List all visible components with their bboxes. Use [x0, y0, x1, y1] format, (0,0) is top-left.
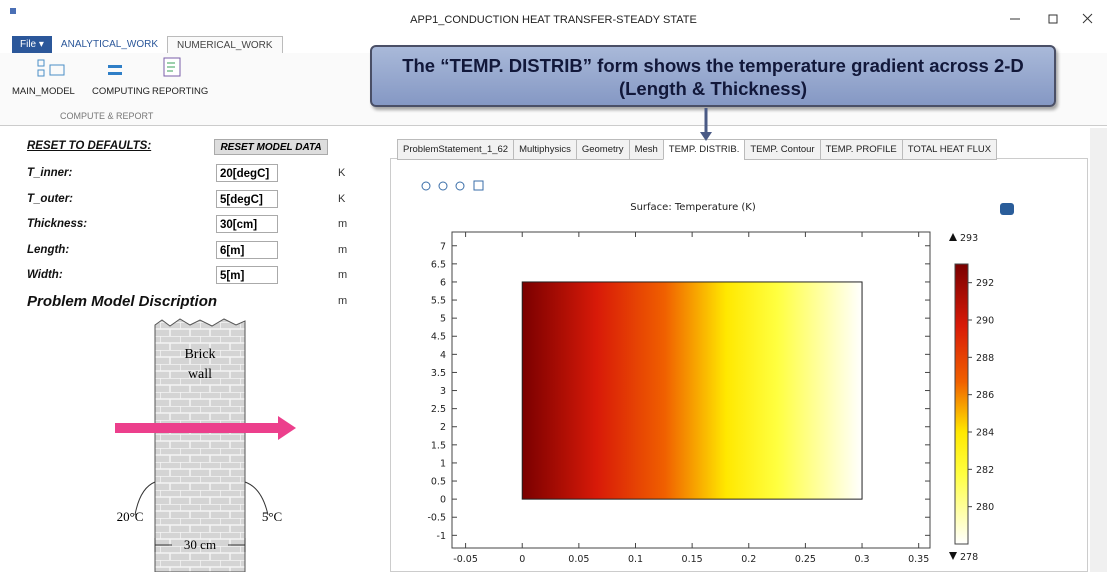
field-unit: m	[338, 269, 348, 281]
ribbon-button[interactable]: MAIN_MODEL	[12, 86, 75, 97]
y-tick-label: -0.5	[427, 513, 446, 524]
y-tick-label: 0.5	[431, 477, 446, 488]
field-input[interactable]: 30[cm]	[216, 215, 278, 233]
ribbon-tab[interactable]: File ▾	[12, 36, 52, 53]
min-marker	[949, 552, 957, 560]
image-button[interactable]	[1000, 203, 1014, 215]
callout: The “TEMP. DISTRIB” form shows the tempe…	[370, 45, 1056, 107]
form-tab[interactable]: TOTAL HEAT FLUX	[901, 139, 998, 160]
ribbon-tab[interactable]: NUMERICAL_WORK	[166, 36, 283, 53]
x-tick-label: 0.1	[628, 554, 643, 565]
ribbon-button[interactable]: COMPUTING	[92, 86, 151, 97]
field-input[interactable]: 5[degC]	[216, 189, 278, 208]
y-tick-label: 0	[440, 495, 446, 506]
x-tick-label: -0.05	[453, 554, 478, 565]
colorbar-tick-label: 290	[976, 316, 994, 327]
x-tick-label: 0.15	[682, 554, 703, 565]
y-tick-label: 4.5	[431, 332, 446, 343]
colorbar-tick-label: 284	[976, 428, 994, 439]
ribbon-group-label: COMPUTE & REPORT	[60, 111, 154, 121]
reporting-icon[interactable]	[163, 57, 181, 77]
colorbar-tick-label: 282	[976, 465, 994, 476]
field-unit: K	[338, 167, 346, 179]
x-tick-label: 0.2	[741, 554, 756, 565]
x-tick-label: 0.3	[854, 554, 869, 565]
form-tab[interactable]: TEMP. PROFILE	[819, 139, 902, 160]
field-unit: m	[338, 218, 348, 230]
y-tick-label: 5.5	[431, 296, 446, 307]
form-tab[interactable]: TEMP. Contour	[744, 139, 820, 160]
field-label: Width:	[27, 269, 63, 281]
ribbon-tabs: File ▾ ANALYTICAL_WORK NUMERICAL_WORK	[0, 36, 1107, 53]
field-input[interactable]: 5[m]	[216, 266, 278, 284]
field-input[interactable]: 20[degC]	[216, 164, 278, 182]
form-tab[interactable]: Multiphysics	[513, 139, 576, 160]
form-tab[interactable]: ProblemStatement_1_62	[397, 139, 514, 160]
left-temp: 20°C	[117, 509, 144, 524]
field-label: T_outer:	[27, 192, 73, 205]
y-tick-label: 5	[440, 314, 446, 325]
max-marker	[949, 233, 957, 241]
main-model-icon[interactable]	[37, 59, 65, 77]
colorbar-tick-label: 280	[976, 502, 994, 513]
wall-figure	[115, 318, 296, 572]
section-unit: m	[338, 295, 348, 307]
colorbar-max: 293	[960, 233, 978, 244]
y-tick-label: 4	[440, 350, 446, 361]
form-tab[interactable]: Mesh	[628, 139, 663, 160]
scrollbar	[1090, 128, 1107, 572]
y-tick-label: 7	[440, 241, 446, 252]
field-label: Length:	[27, 243, 70, 256]
form-tabs: ProblemStatement_1_62 Multiphysics Geometr…	[397, 139, 998, 160]
temperature-surface	[521, 281, 863, 500]
wall-label: wall	[188, 367, 212, 382]
title-bar: APP1_CONDUCTION HEAT TRANSFER-STEADY STA…	[0, 0, 1107, 36]
ribbon-button[interactable]: REPORTING	[152, 86, 209, 97]
thickness-label: 30 cm	[184, 537, 216, 552]
colorbar-tick-label: 286	[976, 390, 994, 401]
colorbar	[954, 263, 969, 545]
form-tab[interactable]: TEMP. DISTRIB.	[662, 139, 745, 160]
ribbon-tab[interactable]: ANALYTICAL_WORK	[60, 39, 158, 50]
zoom-tools[interactable]	[421, 180, 484, 191]
y-tick-label: 3.5	[431, 368, 446, 379]
y-tick-label: 6.5	[431, 259, 446, 270]
y-tick-label: 6	[440, 277, 446, 288]
field-unit: m	[338, 243, 348, 256]
x-tick-label: 0.25	[795, 554, 816, 565]
window-controls[interactable]	[1010, 13, 1093, 24]
form-tab[interactable]: Geometry	[575, 139, 629, 160]
y-tick-label: 2	[440, 422, 446, 433]
colorbar-tick-label: 288	[976, 353, 994, 364]
right-temp: 5°C	[262, 509, 282, 524]
computing-icon[interactable]	[108, 65, 122, 75]
y-tick-label: 2.5	[431, 404, 446, 415]
reset-label: RESET TO DEFAULTS:	[27, 140, 152, 152]
x-tick-label: 0	[519, 554, 525, 565]
section-heading: Problem Model Discription	[27, 293, 218, 310]
colorbar-min: 278	[960, 552, 978, 563]
app-icon	[10, 8, 16, 14]
x-tick-label: 0.35	[908, 554, 929, 565]
field-input[interactable]: 6[m]	[216, 240, 278, 259]
y-tick-label: 1	[440, 458, 446, 469]
field-unit: K	[338, 192, 346, 205]
wall-label: Brick	[184, 347, 215, 362]
y-tick-label: -1	[437, 531, 446, 542]
window-title: APP1_CONDUCTION HEAT TRANSFER-STEADY STA…	[410, 14, 697, 26]
y-tick-label: 3	[440, 386, 446, 397]
colorbar-tick-label: 292	[976, 278, 994, 289]
y-tick-label: 1.5	[431, 440, 446, 451]
x-tick-label: 0.05	[568, 554, 589, 565]
reset-button[interactable]: RESET MODEL DATA	[214, 139, 328, 155]
callout-arrow-head	[700, 132, 712, 141]
plot-title: Surface: Temperature (K)	[630, 202, 756, 213]
field-label: Thickness:	[27, 218, 88, 230]
field-label: T_inner:	[27, 167, 73, 179]
